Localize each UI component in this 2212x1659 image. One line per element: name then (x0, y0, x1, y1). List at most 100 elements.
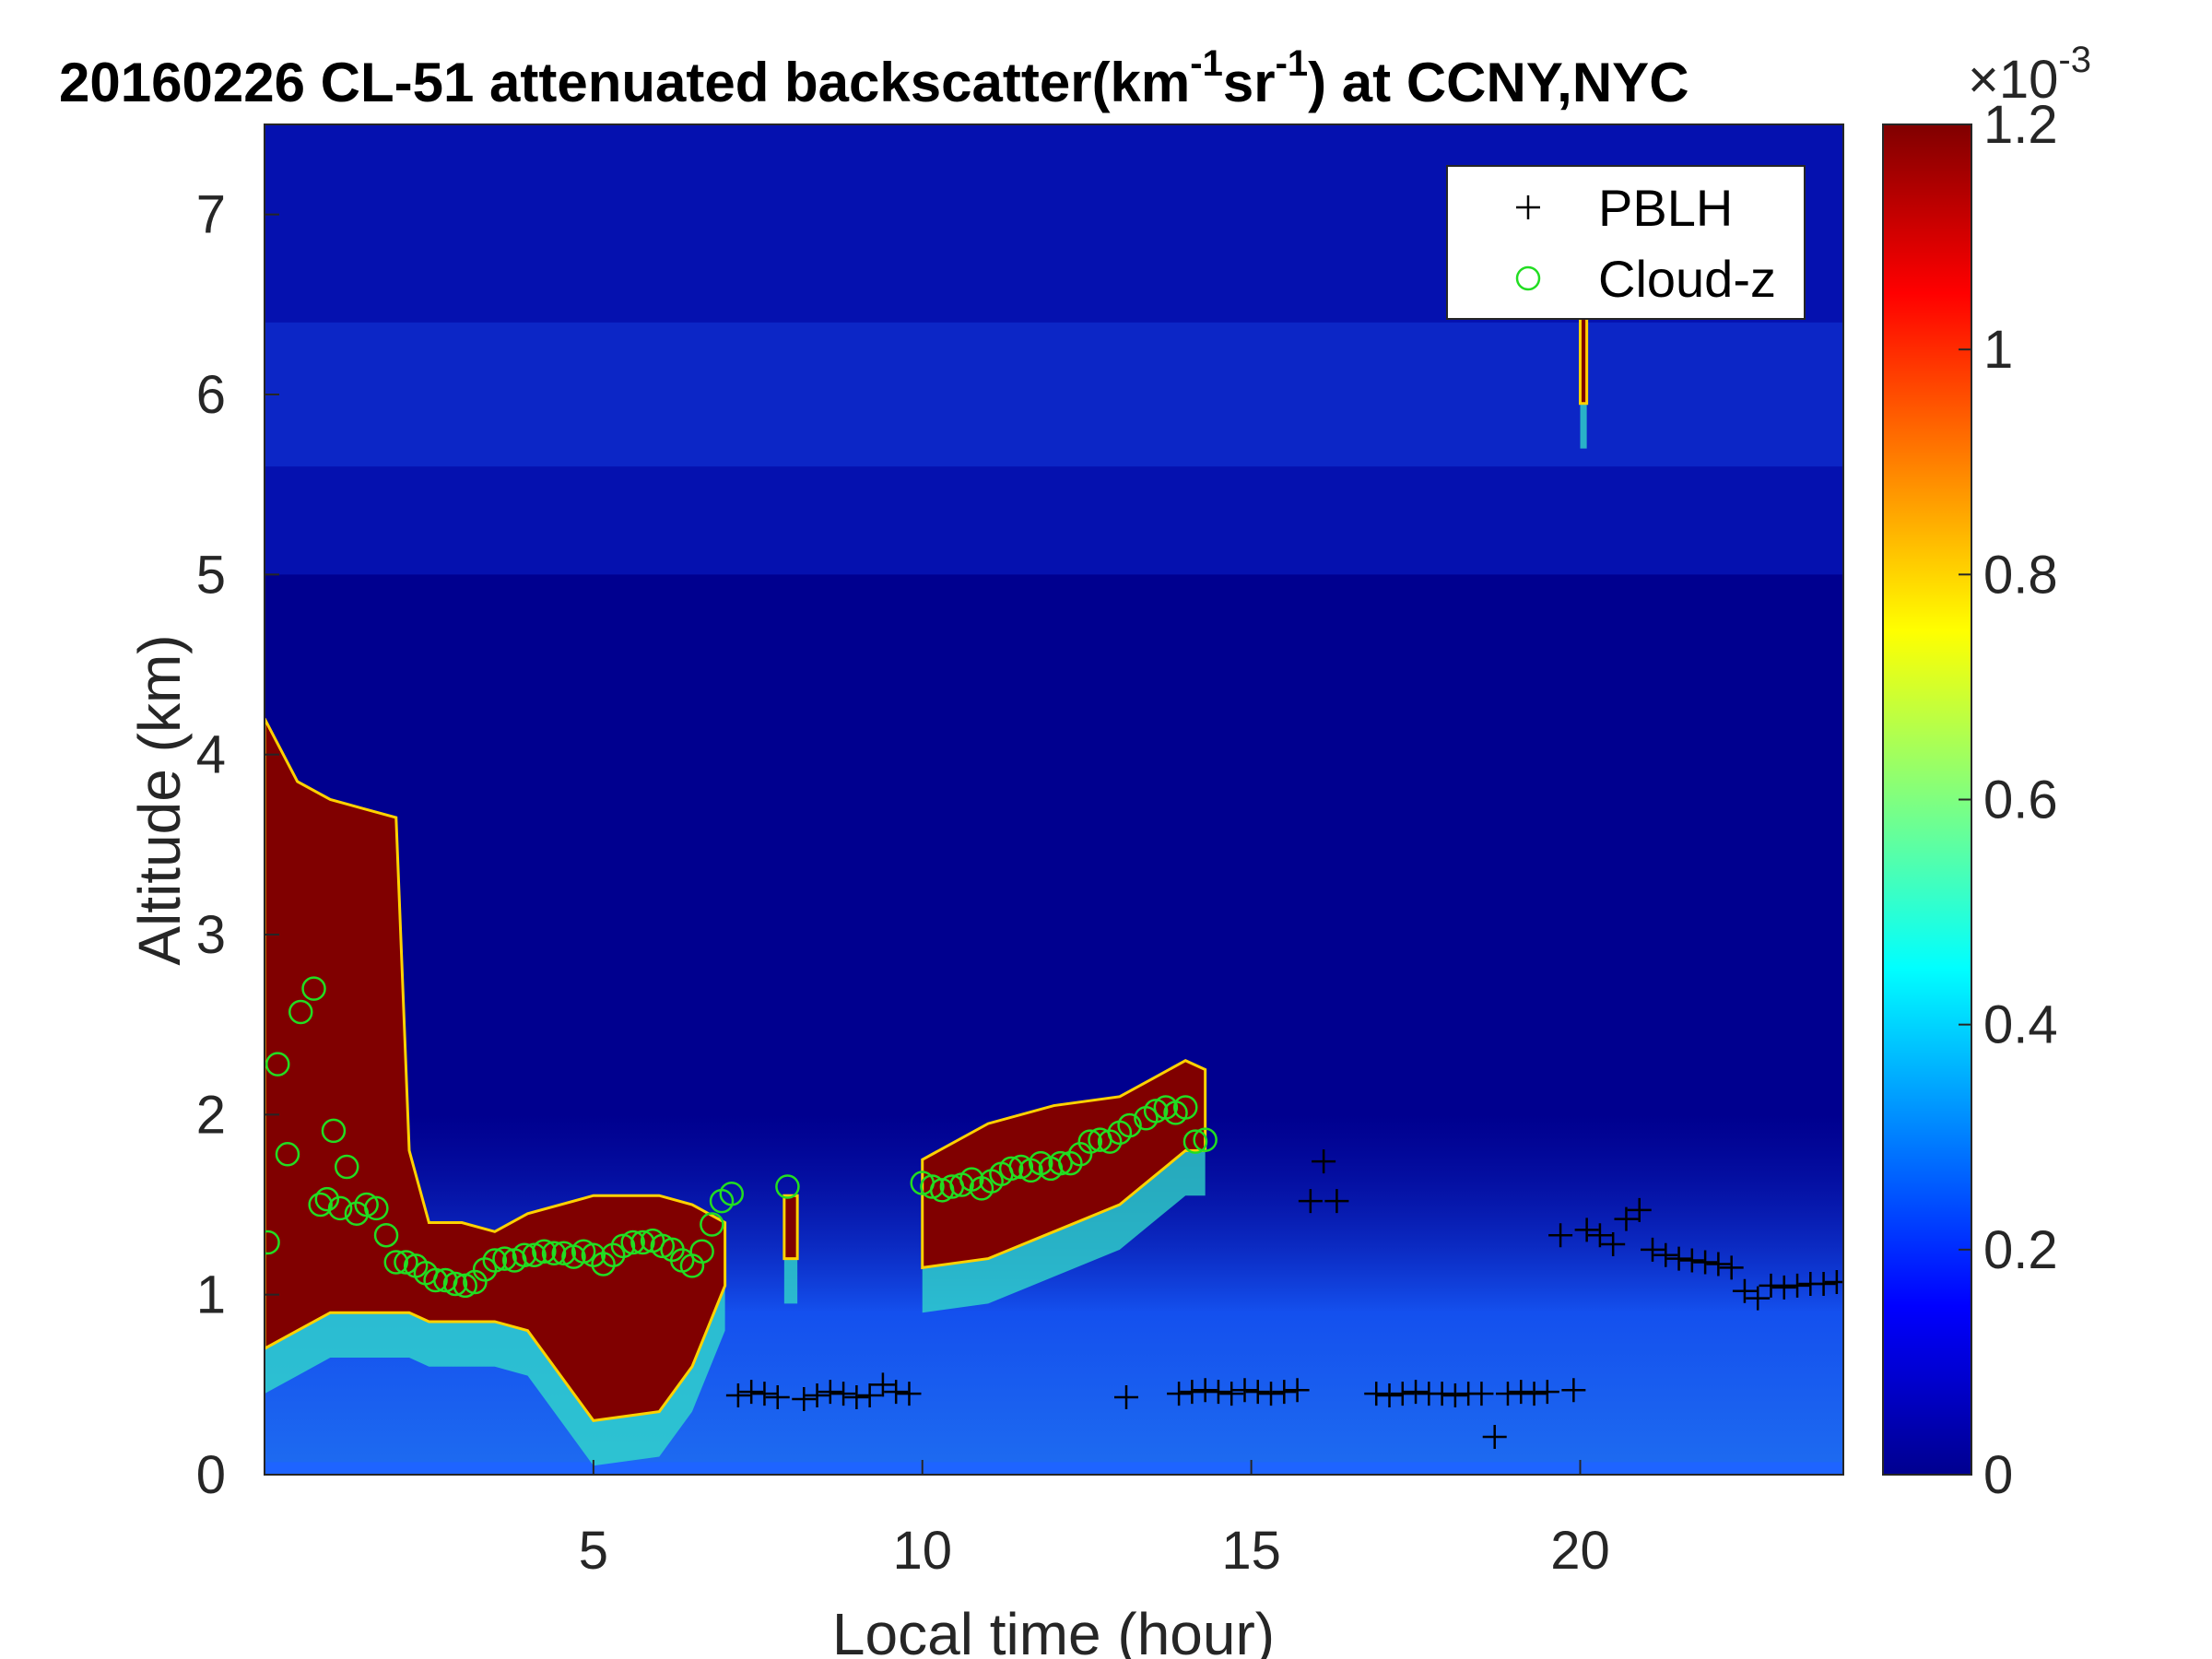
pblh-point (831, 1382, 856, 1406)
cloud-z-point (1117, 1112, 1142, 1138)
pblh-point (1219, 1382, 1244, 1406)
cloud-z-point (719, 1182, 745, 1206)
cloud-base-fringe (1580, 403, 1587, 449)
cloud-z-point (482, 1248, 508, 1273)
pblh-point (752, 1382, 777, 1406)
heatmap-layer (265, 124, 1843, 1475)
colorbar-exponent: ×10-3 (1968, 40, 2091, 110)
pblh-point (1771, 1275, 1796, 1300)
cloud-z-point (327, 1195, 353, 1221)
pblh-point (725, 1383, 750, 1408)
legend-label-cloud-z: Cloud-z (1598, 250, 1776, 308)
pblh-point (1693, 1250, 1718, 1275)
pblh-point (1719, 1255, 1744, 1280)
pblh-point (1614, 1206, 1639, 1231)
cloud-z-point (492, 1246, 517, 1271)
pblh-point (1785, 1273, 1810, 1298)
colorbar-gradient (1882, 124, 1972, 1476)
cloud-z-point (288, 999, 313, 1025)
cloud-z-point (998, 1156, 1024, 1182)
x-axis: 5 10 15 20 (579, 1460, 1610, 1581)
y-axis-title: Altitude (km) (126, 634, 193, 965)
colorbar-tick-label: 0.6 (1983, 771, 2058, 830)
pblh-point (818, 1380, 842, 1405)
cloud-z-point (1077, 1129, 1103, 1154)
pblh-point (1509, 1380, 1534, 1405)
cloud-z-point (541, 1241, 567, 1265)
y-tick-label: 6 (196, 365, 226, 425)
pblh-point (1285, 1378, 1310, 1403)
y-tick-label: 1 (196, 1265, 226, 1325)
cloud-z-point (775, 1174, 800, 1199)
marker-layer (265, 976, 1843, 1449)
y-tick-label: 7 (196, 185, 226, 245)
pblh-point (1259, 1382, 1284, 1406)
legend-box (1446, 165, 1806, 320)
cloud-z-point (453, 1273, 477, 1299)
legend-plus-marker (1516, 195, 1540, 219)
pblh-point (1324, 1189, 1349, 1214)
pblh-point (1811, 1271, 1836, 1296)
cloud-z-point (1048, 1150, 1073, 1176)
pblh-point (1180, 1380, 1205, 1405)
pblh-point (884, 1380, 909, 1405)
pblh-point (1548, 1223, 1573, 1248)
chart-title: 20160226 CL-51 attenuated backscatter(km… (59, 43, 1689, 113)
legend-entry-cloud-z: Cloud-z (1515, 250, 1776, 308)
noise-band-6km (265, 322, 1843, 467)
cloud-z-point (321, 1118, 347, 1144)
cloud-z-point (1182, 1129, 1208, 1154)
pblh-point (739, 1380, 764, 1405)
legend-circle-marker (1515, 265, 1541, 291)
pblh-point (1759, 1273, 1783, 1298)
cloud-z-point (522, 1242, 547, 1267)
cloud-z-point (308, 1192, 333, 1218)
pblh-point (765, 1385, 790, 1410)
pblh-point (1377, 1383, 1402, 1408)
pblh-point (897, 1382, 922, 1406)
surface-layer (265, 1462, 1843, 1475)
pblh-point (1522, 1382, 1547, 1406)
cloud-z-point (334, 1154, 359, 1180)
cloud-z-point (700, 1212, 724, 1237)
cloud-z-point (610, 1233, 636, 1259)
pblh-point (870, 1372, 895, 1397)
pblh-point (1114, 1385, 1139, 1410)
pblh-point (1312, 1149, 1336, 1174)
cloud-z-point (265, 1230, 280, 1255)
pblh-point (805, 1383, 830, 1408)
pblh-point (1167, 1382, 1192, 1406)
cloud-z-point (1173, 1095, 1198, 1120)
pblh-point (1482, 1424, 1507, 1449)
y-tick-label: 4 (196, 725, 226, 785)
cloud-z-point (920, 1174, 945, 1199)
colorbar-ticks: 0 0.2 0.4 0.6 0.8 1 1.2 (1959, 95, 2058, 1505)
pblh-point (1272, 1380, 1297, 1405)
pblh-point (1824, 1269, 1843, 1294)
cloud-layer (782, 1194, 799, 1261)
x-tick-label: 5 (579, 1521, 608, 1581)
y-tick-label: 0 (196, 1445, 226, 1505)
cloud-z-point (373, 1222, 399, 1248)
pblh-point (1442, 1383, 1467, 1408)
colorbar-tick-label: 1.2 (1983, 95, 2058, 155)
cloud-z-point (1193, 1127, 1218, 1152)
pblh-point (1404, 1380, 1429, 1405)
colorbar-tick-label: 0.8 (1983, 545, 2058, 605)
pblh-point (1193, 1378, 1218, 1403)
pblh-point (1364, 1382, 1389, 1406)
x-axis-title: Local time (hour) (832, 1601, 1275, 1659)
cloud-z-point (1143, 1099, 1169, 1124)
pblh-point (1587, 1223, 1612, 1248)
y-tick-label: 2 (196, 1085, 226, 1145)
cloud-z-point (354, 1192, 379, 1218)
pblh-point (1706, 1252, 1731, 1277)
pblh-point (844, 1385, 869, 1410)
cloud-z-point (689, 1239, 714, 1265)
cloud-z-point (383, 1250, 408, 1275)
cloud-z-point (532, 1239, 557, 1265)
cloud-z-point (630, 1230, 655, 1255)
x-tick-label: 10 (892, 1521, 952, 1581)
cloud-z-point (442, 1271, 468, 1297)
cloud-z-point (620, 1230, 645, 1255)
